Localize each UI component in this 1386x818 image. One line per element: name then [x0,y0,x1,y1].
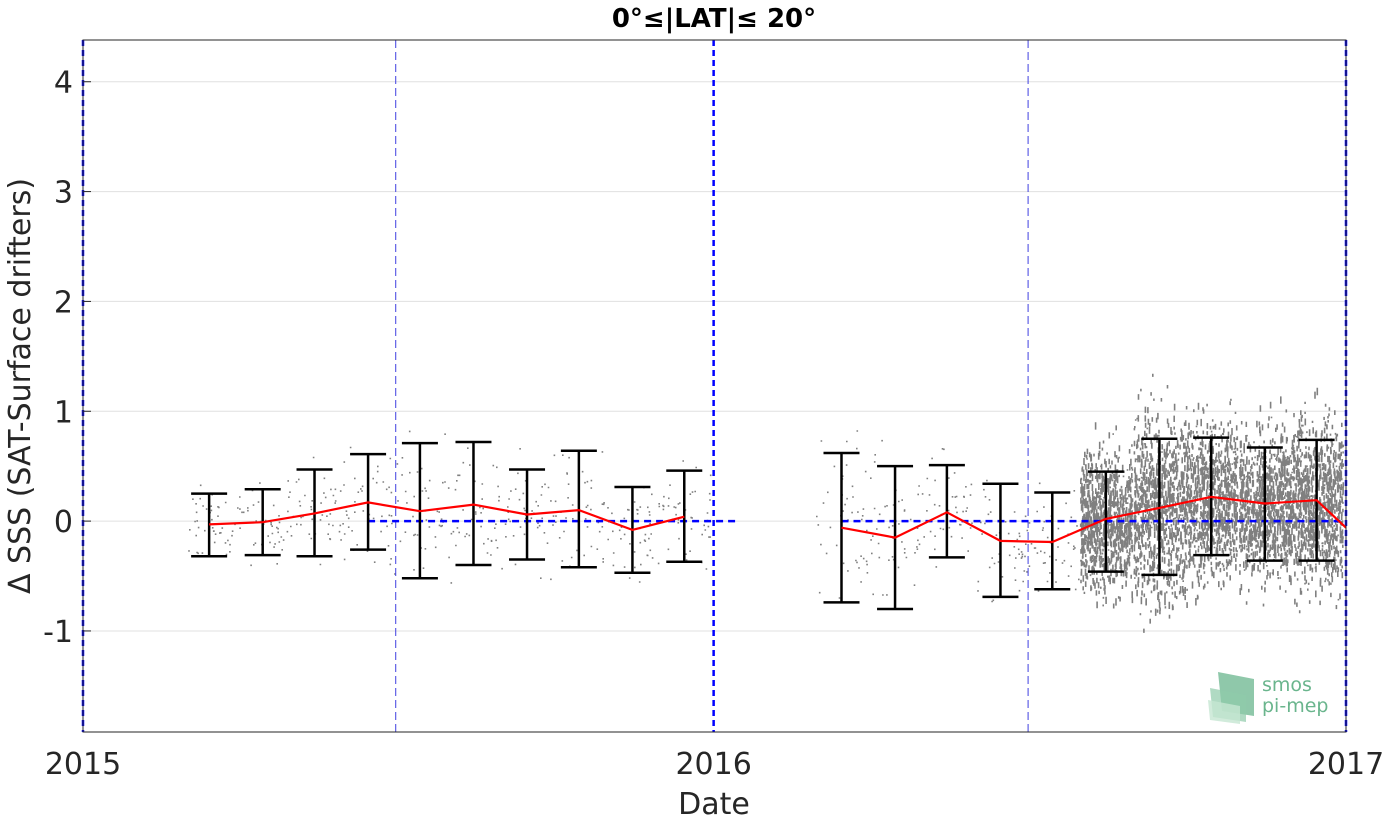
mean-line [841,495,1347,544]
logo-line2: pi-mep [1262,695,1328,717]
y-tick-label: 0 [54,505,73,540]
y-axis-label: Δ SSS (SAT-Surface drifters) [3,178,38,594]
logo-line1: smos [1262,674,1312,696]
y-tick-label: -1 [43,615,73,650]
chart-title: 0°≤|LAT|≤ 20° [612,4,816,34]
vertical-markers-layer [81,40,1348,732]
y-tick-label: 4 [54,66,73,101]
error-bar [823,451,860,604]
y-tick-label: 2 [54,285,73,320]
mean-line-layer [209,495,1347,544]
x-tick-label: 2017 [1308,747,1384,782]
x-axis-label: Date [678,787,750,818]
y-tick-label: 1 [54,395,73,430]
scatter-dots-layer [188,373,1345,633]
smos-pimep-logo: smos pi-mep [1208,672,1328,724]
logo-mark-icon [1208,672,1254,724]
plot-frame [82,39,1347,733]
y-tick-labels: 4 3 2 1 0 -1 [43,66,91,650]
mean-line [209,501,685,532]
x-tick-label: 2016 [675,747,751,782]
error-bar [666,469,703,563]
x-tick-label: 2015 [45,747,121,782]
error-bar [1087,470,1124,573]
x-tick-labels: 2015 2016 2017 [45,747,1384,782]
scatter-dots [188,373,1345,633]
y-tick-label: 3 [54,176,73,211]
